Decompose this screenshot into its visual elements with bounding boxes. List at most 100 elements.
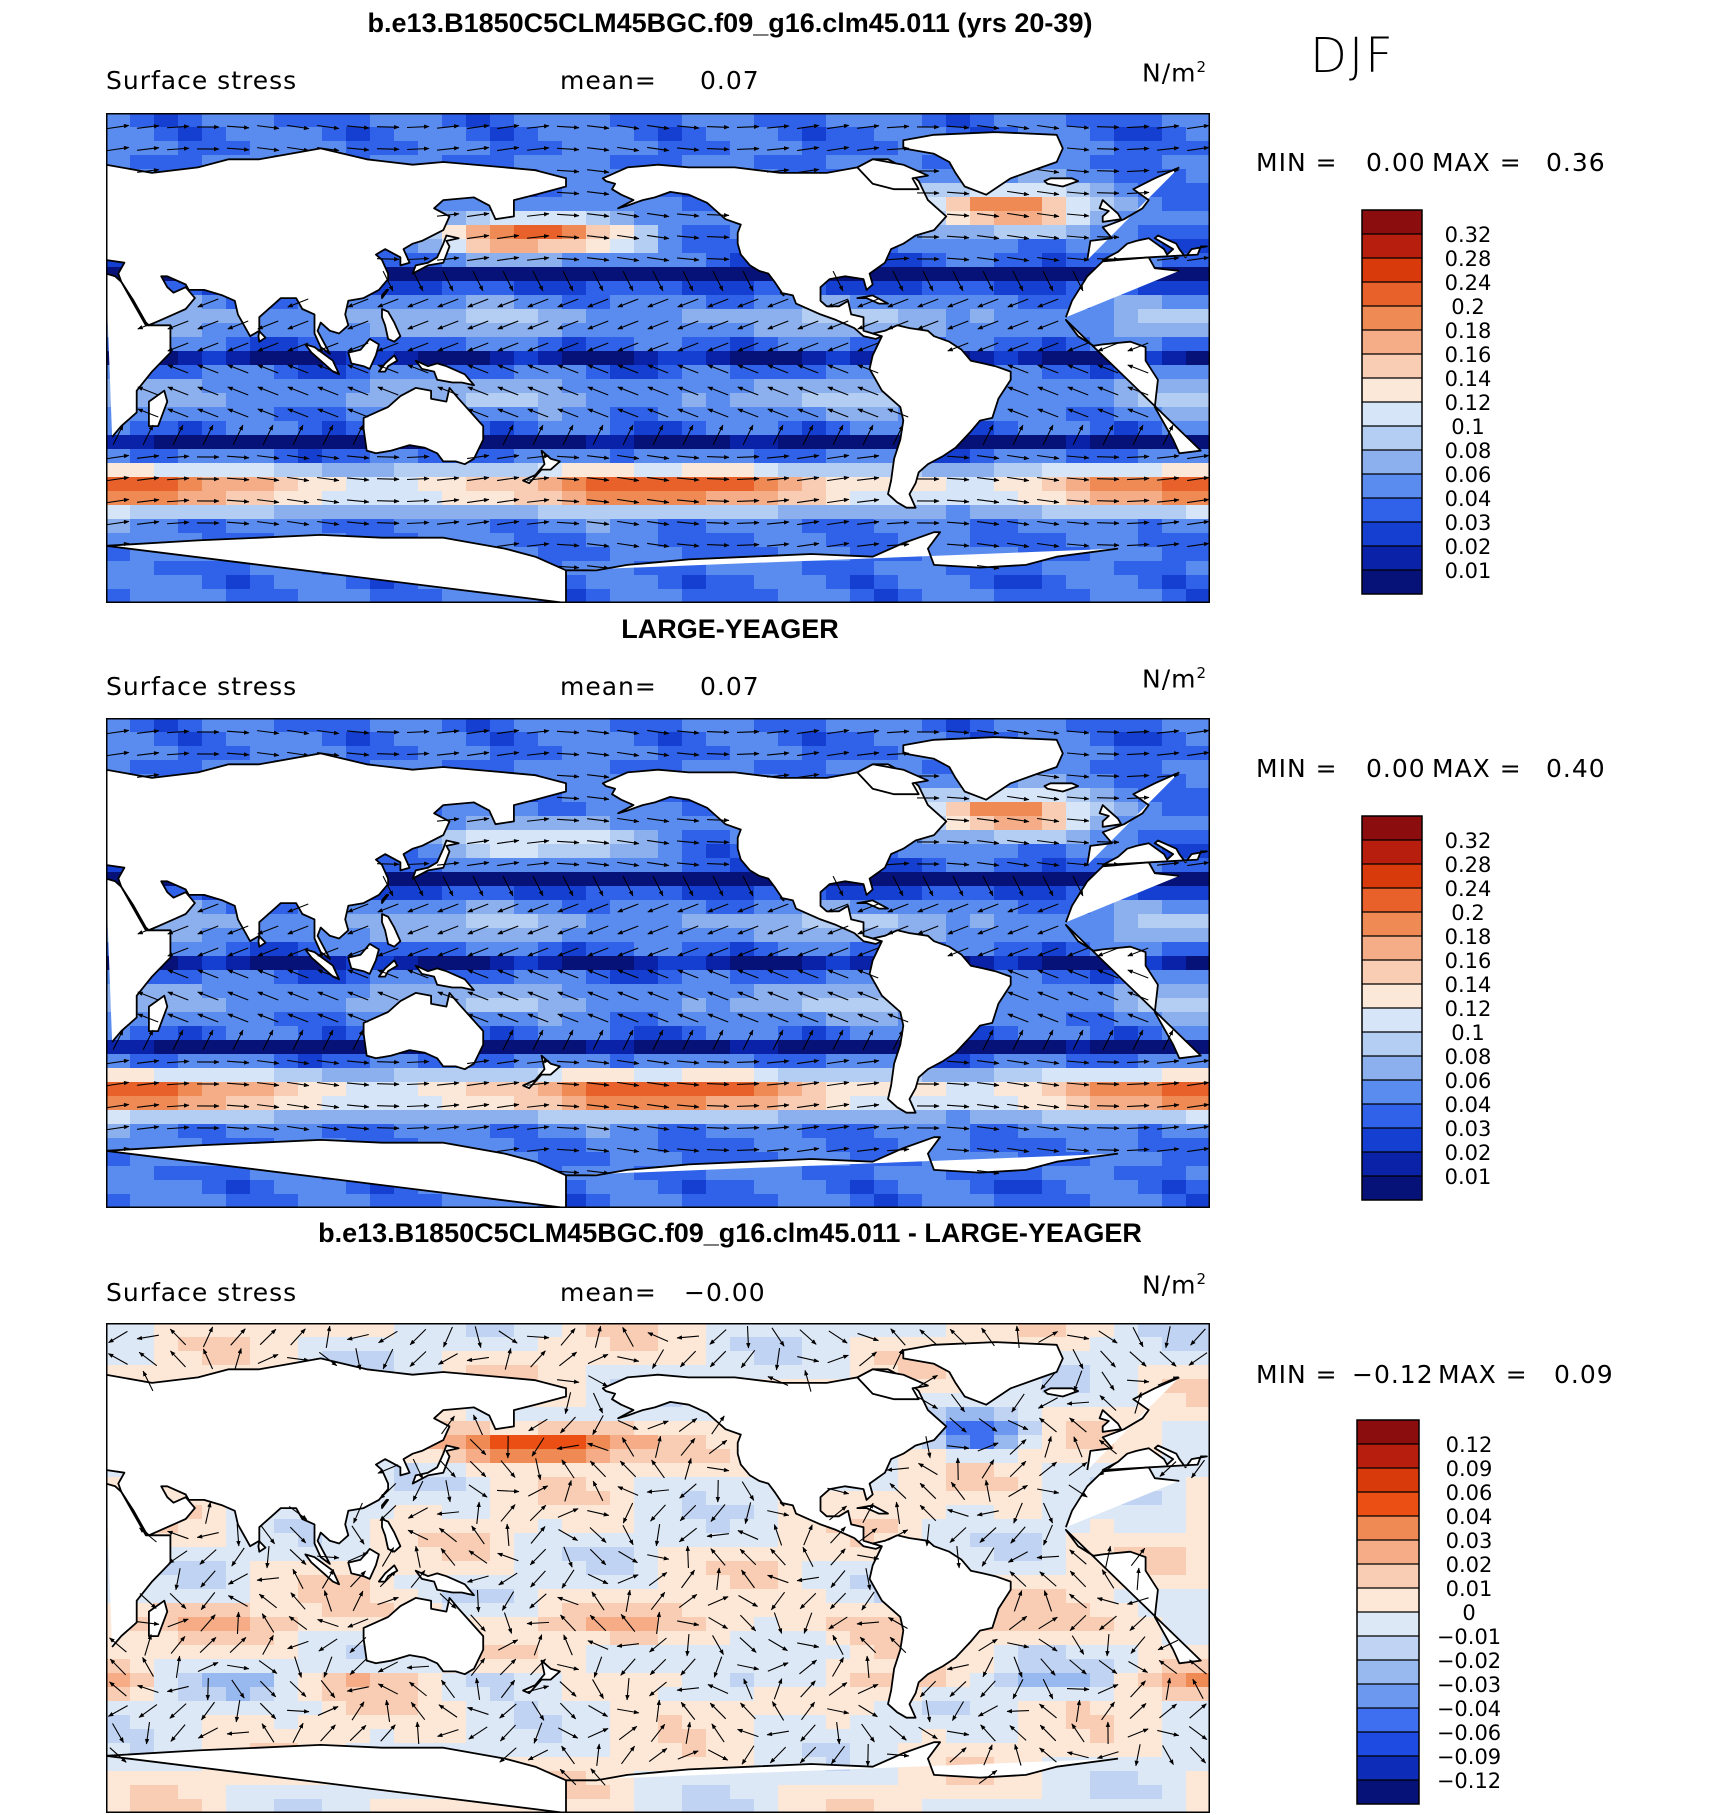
field-cell (634, 956, 659, 971)
field-cell (202, 589, 227, 603)
field-cell (274, 928, 299, 943)
field-cell (442, 351, 467, 366)
field-cell (898, 1323, 923, 1338)
field-cell (346, 998, 371, 1013)
field-cell (562, 1477, 587, 1492)
field-cell (130, 1351, 155, 1366)
colorbar-tick-label: 0.14 (1445, 973, 1492, 997)
field-cell (898, 575, 923, 590)
colorbar-tick-label: 0.24 (1445, 877, 1492, 901)
field-cell (682, 533, 707, 548)
field-cell (610, 477, 635, 492)
field-cell (658, 802, 683, 817)
land-australia (362, 387, 485, 466)
field-cell (490, 295, 515, 310)
field-cell (874, 575, 899, 590)
field-cell (562, 1040, 587, 1055)
field-cell (1162, 491, 1187, 506)
field-cell (1138, 141, 1163, 156)
field-cell (298, 393, 323, 408)
field-cell (994, 1096, 1019, 1111)
field-cell (250, 1096, 275, 1111)
field-cell (754, 351, 779, 366)
field-cell (274, 984, 299, 999)
field-cell (274, 463, 299, 478)
vector-arrow (467, 123, 490, 130)
field-cell (1114, 1026, 1139, 1041)
field-cell (874, 113, 899, 128)
field-cell (586, 1152, 611, 1167)
field-cell (1066, 788, 1091, 803)
field-cell (394, 886, 419, 901)
field-cell (1066, 155, 1091, 170)
field-cell (610, 281, 635, 296)
vector-arrow (406, 124, 430, 129)
field-cell (514, 1351, 539, 1366)
field-cell (226, 1337, 251, 1352)
field-cell (106, 746, 131, 761)
field-cell (1018, 1068, 1043, 1083)
field-cell (130, 1365, 155, 1380)
field-cell (850, 477, 875, 492)
field-cell (370, 295, 395, 310)
field-cell (1090, 732, 1115, 747)
field-cell (610, 379, 635, 394)
field-cell (1018, 872, 1043, 887)
field-cell (778, 463, 803, 478)
field-cell (490, 323, 515, 338)
vector-arrow (137, 124, 160, 129)
field-cell (562, 1026, 587, 1041)
field-cell (202, 113, 227, 128)
field-cell (1186, 421, 1210, 436)
field-cell (1018, 309, 1043, 324)
field-cell (538, 1449, 563, 1464)
field-cell (538, 998, 563, 1013)
field-cell (1042, 900, 1067, 915)
panel-2-map (106, 718, 1210, 1208)
field-cell (274, 1026, 299, 1041)
field-cell (106, 505, 131, 520)
colorbar-tick-label: 0.06 (1445, 1069, 1492, 1093)
field-cell (658, 421, 683, 436)
field-cell (202, 575, 227, 590)
field-cell (754, 589, 779, 603)
colorbar-tick-label: 0.08 (1445, 439, 1492, 463)
field-cell (466, 337, 491, 352)
field-cell (1018, 998, 1043, 1013)
field-cell (226, 421, 251, 436)
field-cell (682, 519, 707, 534)
vector-arrow (376, 498, 400, 504)
field-cell (1114, 746, 1139, 761)
field-cell (946, 1096, 971, 1111)
field-cell (946, 718, 971, 733)
field-cell (130, 1323, 155, 1338)
field-cell (1114, 718, 1139, 733)
field-cell (1114, 435, 1139, 450)
colorbar-tick-label: 0.12 (1445, 997, 1492, 1021)
field-cell (370, 1194, 395, 1208)
field-cell (658, 1435, 683, 1450)
field-cell (706, 1110, 731, 1125)
vector-arrow (706, 455, 730, 460)
field-cell (394, 1068, 419, 1083)
field-cell (682, 379, 707, 394)
field-cell (1186, 998, 1210, 1013)
field-cell (706, 393, 731, 408)
field-cell (154, 1124, 179, 1139)
field-cell (322, 718, 347, 733)
field-cell (850, 732, 875, 747)
field-cell (514, 435, 539, 450)
field-cell (682, 491, 707, 506)
field-cell (562, 477, 587, 492)
field-cell (658, 956, 683, 971)
field-cell (970, 914, 995, 929)
field-cell (754, 281, 779, 296)
field-cell (130, 1194, 155, 1208)
field-cell (202, 127, 227, 142)
field-cell (370, 379, 395, 394)
field-cell (778, 1082, 803, 1097)
field-cell (658, 970, 683, 985)
field-cell (1018, 421, 1043, 436)
field-cell (778, 914, 803, 929)
field-cell (1114, 183, 1139, 198)
